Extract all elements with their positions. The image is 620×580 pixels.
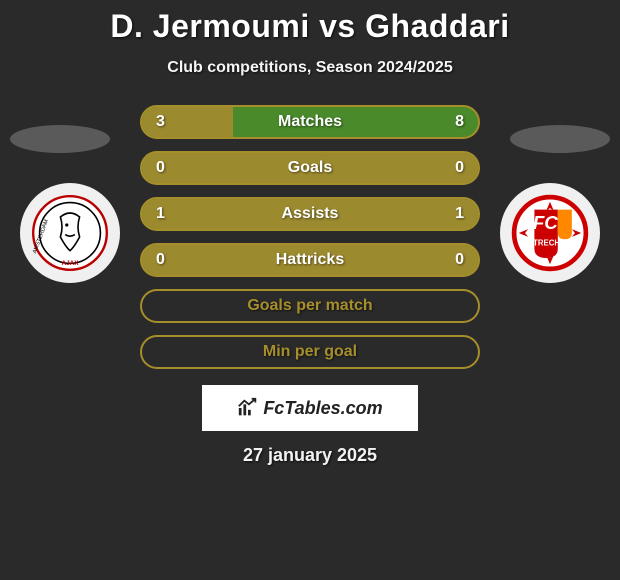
stat-row: 38Matches: [140, 105, 480, 139]
page-subtitle: Club competitions, Season 2024/2025: [0, 59, 620, 77]
stat-right-value: 0: [455, 251, 464, 269]
date-label: 27 january 2025: [0, 445, 620, 466]
ajax-crest-icon: AJAX AMSTERDAM: [30, 193, 110, 273]
stat-left-value: 1: [156, 205, 165, 223]
content-area: AJAX AMSTERDAM FC UTRECHT 38Matches00Goa…: [0, 105, 620, 369]
stat-right-value: 8: [455, 113, 464, 131]
svg-text:AJAX: AJAX: [61, 260, 79, 267]
stats-bars: 38Matches00Goals11Assists00HattricksGoal…: [140, 105, 480, 369]
stat-right-value: 1: [455, 205, 464, 223]
stat-row: Min per goal: [140, 335, 480, 369]
stat-row: Goals per match: [140, 289, 480, 323]
stat-left-value: 0: [156, 159, 165, 177]
stat-label: Goals per match: [142, 297, 478, 315]
player-right-ellipse: [510, 125, 610, 153]
fctables-badge: FcTables.com: [202, 385, 418, 431]
page-title: D. Jermoumi vs Ghaddari: [0, 0, 620, 45]
stat-left-value: 0: [156, 251, 165, 269]
stat-fill: [142, 199, 478, 229]
stat-right-value: 0: [455, 159, 464, 177]
fctables-icon: [237, 397, 259, 419]
team-left-logo: AJAX AMSTERDAM: [20, 183, 120, 283]
svg-text:FC: FC: [533, 212, 558, 233]
stat-fill: [142, 245, 478, 275]
stat-left-value: 3: [156, 113, 165, 131]
stat-fill: [142, 153, 478, 183]
stat-label: Min per goal: [142, 343, 478, 361]
team-right-logo: FC UTRECHT: [500, 183, 600, 283]
stat-row: 00Goals: [140, 151, 480, 185]
stat-row: 11Assists: [140, 197, 480, 231]
svg-text:UTRECHT: UTRECHT: [527, 238, 564, 247]
utrecht-crest-icon: FC UTRECHT: [511, 194, 589, 272]
stat-row: 00Hattricks: [140, 243, 480, 277]
player-left-ellipse: [10, 125, 110, 153]
fctables-label: FcTables.com: [263, 398, 382, 419]
